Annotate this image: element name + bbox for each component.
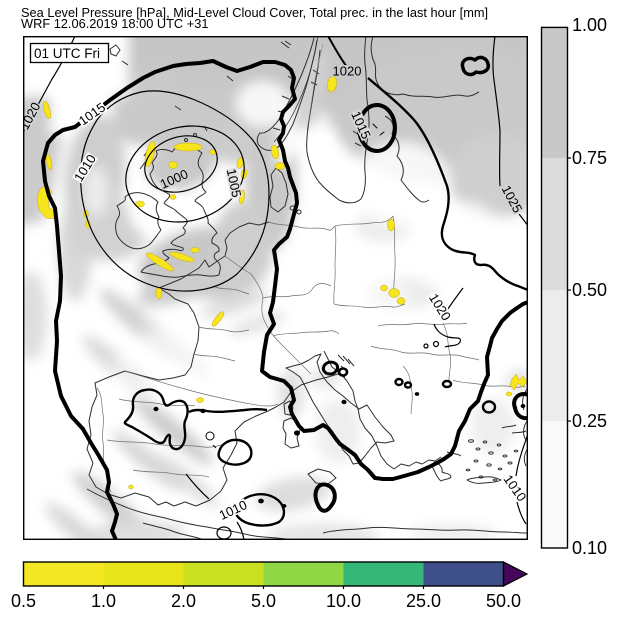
svg-text:1020: 1020: [332, 64, 361, 79]
svg-text:1005: 1005: [223, 167, 244, 198]
svg-text:01 UTC Fri: 01 UTC Fri: [34, 46, 100, 61]
